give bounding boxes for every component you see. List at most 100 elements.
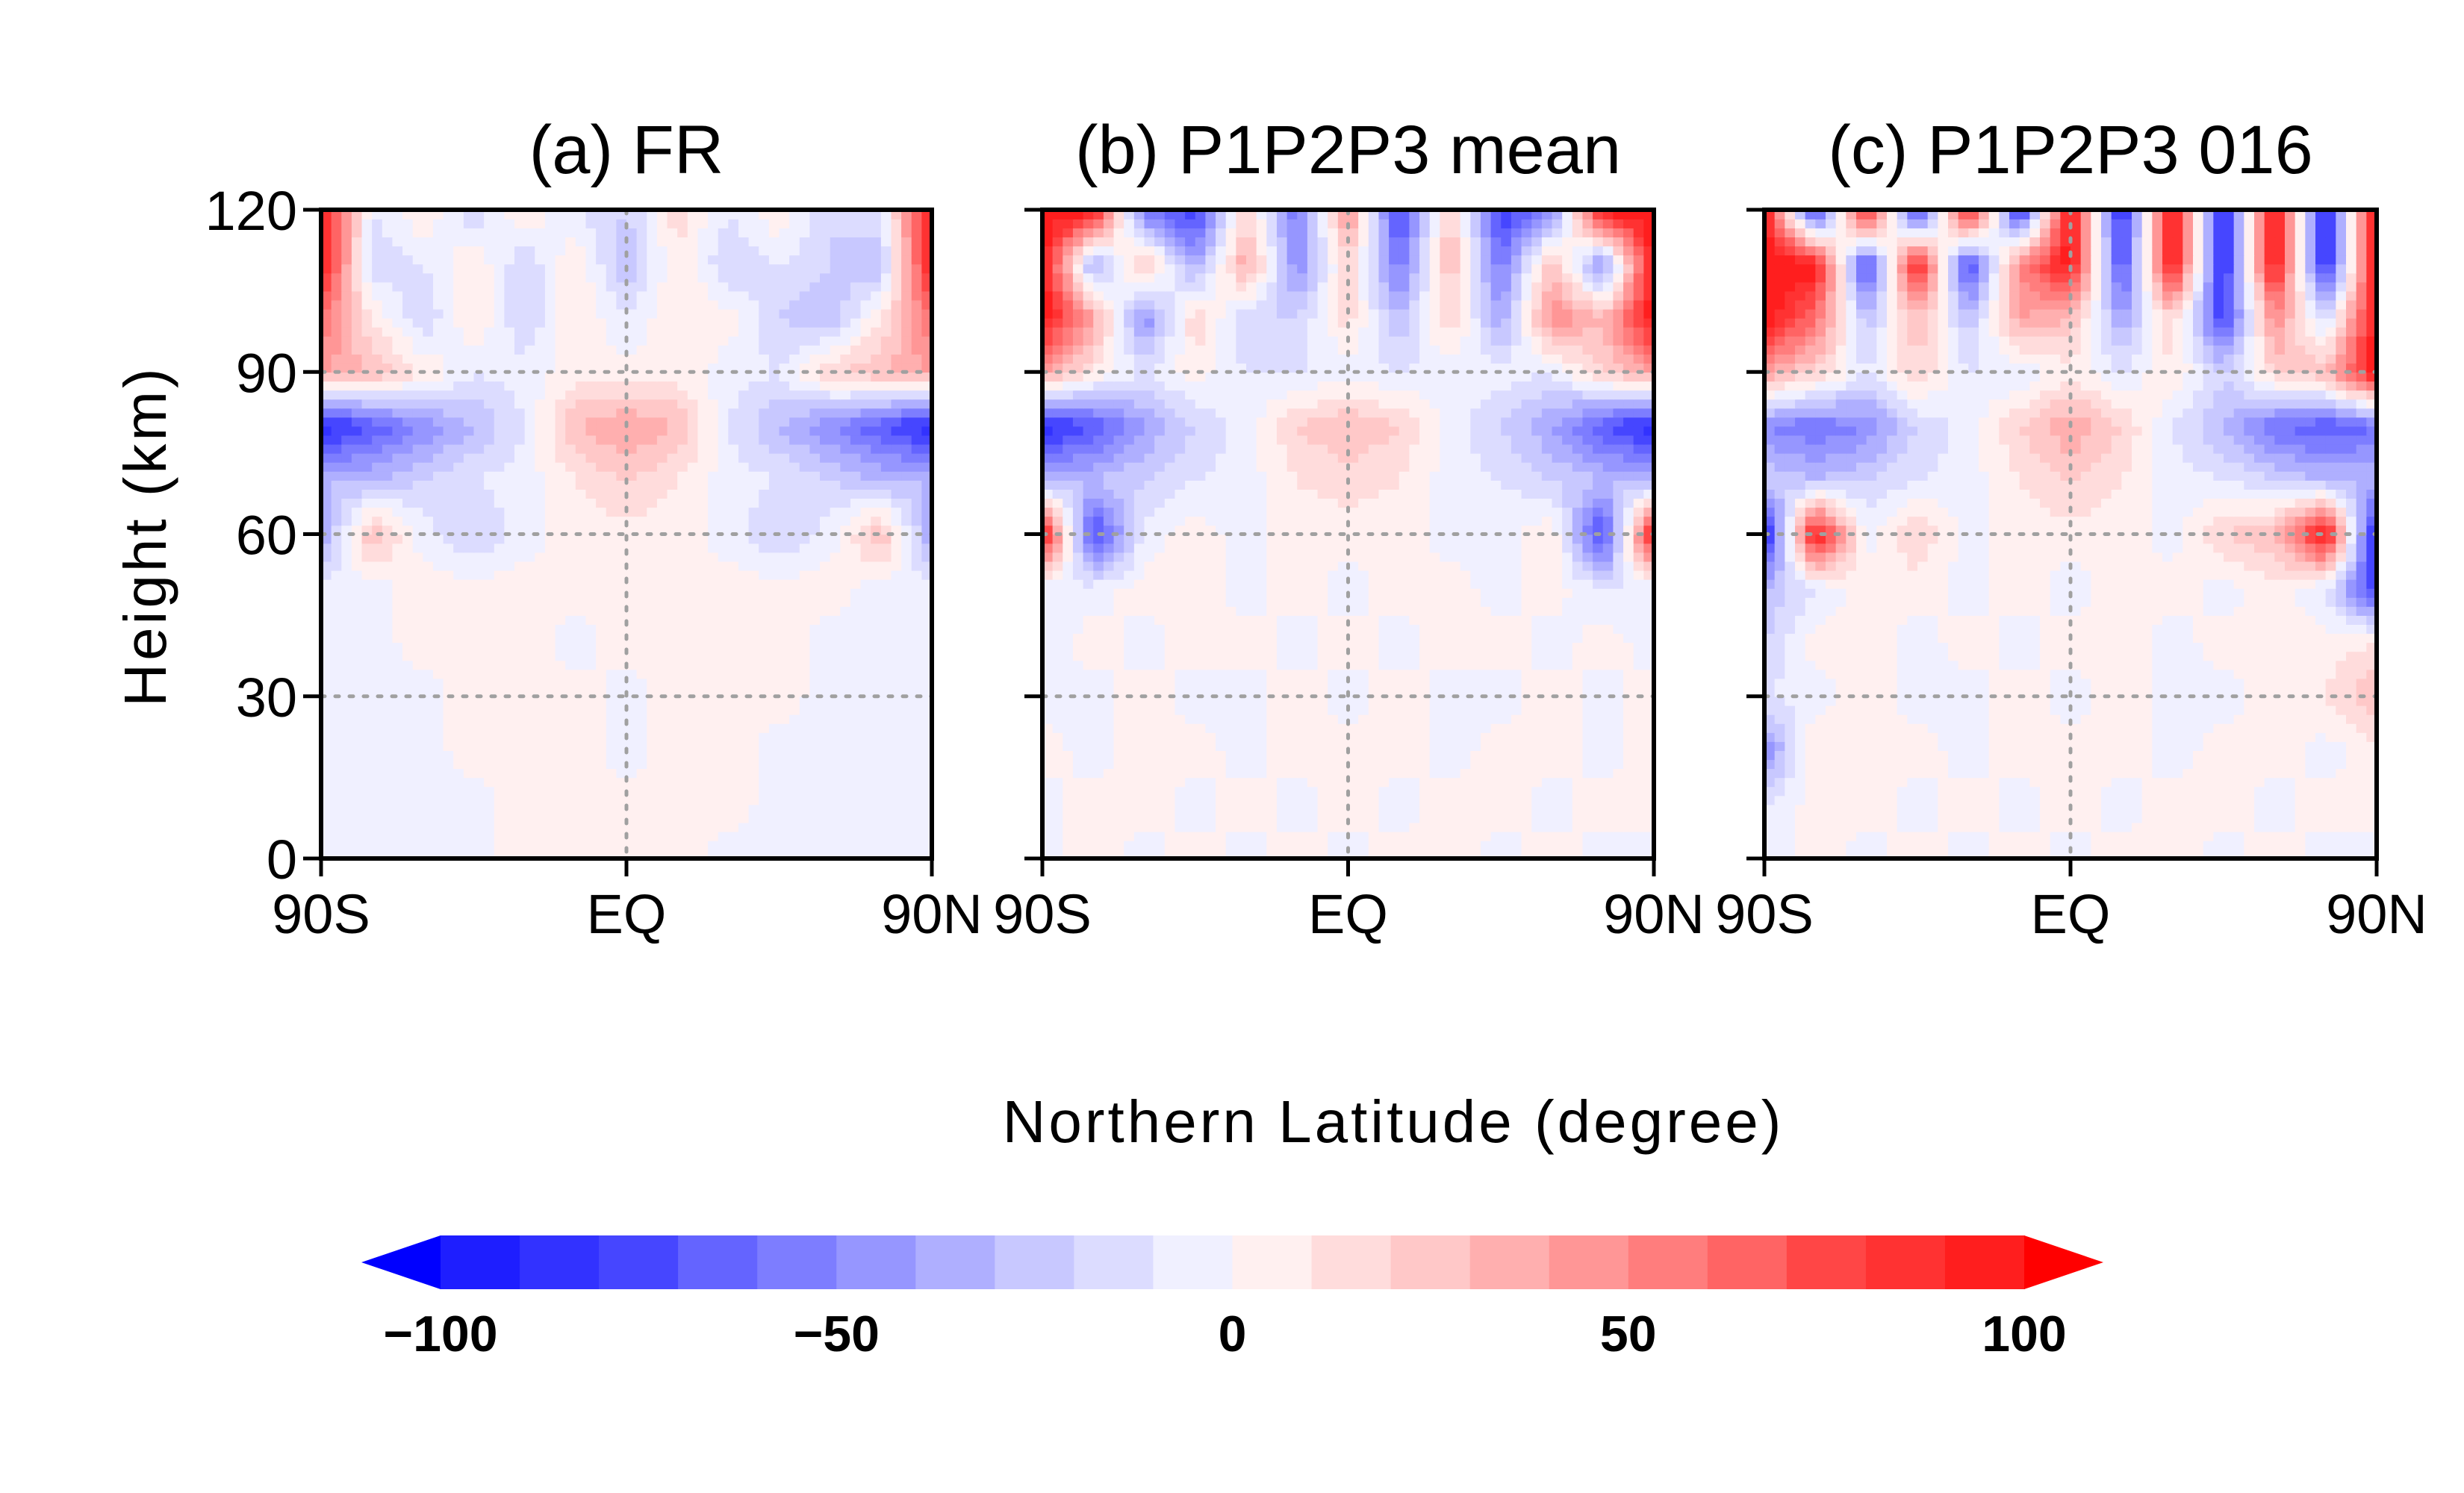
heatmap-cell (544, 443, 556, 454)
heatmap-cell (871, 399, 882, 409)
heatmap-cell (606, 705, 617, 715)
heatmap-cell (372, 795, 383, 805)
heatmap-cell (341, 714, 352, 724)
heatmap-cell (1470, 822, 1481, 832)
heatmap-cell (738, 399, 750, 409)
heatmap-cell (606, 624, 617, 635)
heatmap-cell (535, 543, 546, 553)
heatmap-cell (768, 777, 780, 788)
heatmap-cell (880, 471, 892, 481)
heatmap-cell (402, 290, 414, 301)
heatmap-cell (656, 750, 668, 761)
heatmap-cell (535, 281, 546, 292)
heatmap-cell (432, 660, 444, 670)
heatmap-cell (392, 768, 403, 779)
heatmap-cell (321, 326, 332, 337)
heatmap-cell (616, 615, 627, 625)
heatmap-cell (840, 660, 851, 670)
heatmap-cell (1063, 822, 1074, 832)
heatmap-cell (718, 543, 729, 553)
heatmap-cell (514, 552, 526, 562)
heatmap-cell (860, 552, 871, 562)
heatmap-cell (1378, 786, 1390, 797)
heatmap-cell (748, 417, 760, 427)
heatmap-cell (504, 786, 515, 797)
heatmap-cell (891, 390, 902, 400)
heatmap-cell (392, 443, 403, 454)
heatmap-cell (636, 741, 648, 751)
heatmap-cell (880, 299, 892, 310)
heatmap-cell (850, 660, 862, 670)
heatmap-cell (647, 759, 658, 770)
heatmap-cell (626, 255, 638, 265)
heatmap-cell (585, 372, 597, 382)
heatmap-cell (656, 660, 668, 670)
heatmap-cell (544, 480, 556, 490)
heatmap-cell (463, 443, 475, 454)
heatmap-cell (402, 507, 414, 517)
heatmap-cell (382, 552, 393, 562)
heatmap-cell (830, 840, 841, 850)
heatmap-cell (585, 237, 597, 247)
heatmap-cell (809, 633, 821, 643)
heatmap-cell (708, 255, 719, 265)
heatmap-cell (718, 399, 729, 409)
heatmap-cell (1623, 804, 1634, 814)
heatmap-cell (779, 606, 790, 616)
heatmap-cell (697, 596, 709, 607)
heatmap-cell (656, 831, 668, 841)
heatmap-cell (667, 461, 678, 472)
heatmap-cell (606, 552, 617, 562)
heatmap-cell (1531, 777, 1543, 788)
heatmap-cell (351, 372, 363, 382)
heatmap-cell (423, 714, 434, 724)
heatmap-cell (636, 579, 648, 589)
heatmap-cell (880, 678, 892, 688)
heatmap-cell (901, 660, 912, 670)
heatmap-cell (544, 452, 556, 463)
heatmap-cell (718, 606, 729, 616)
heatmap-cell (911, 570, 923, 580)
heatmap-cell (911, 831, 923, 841)
heatmap-cell (494, 237, 505, 247)
heatmap-cell (789, 317, 800, 328)
heatmap-cell (779, 390, 790, 400)
heatmap-cell (656, 561, 668, 571)
heatmap-cell (667, 381, 678, 391)
heatmap-cell (789, 705, 800, 715)
heatmap-cell (647, 354, 658, 364)
heatmap-cell (585, 561, 597, 571)
heatmap-cell (647, 570, 658, 580)
heatmap-cell (1205, 804, 1216, 814)
heatmap-cell (840, 723, 851, 733)
heatmap-cell (697, 281, 709, 292)
heatmap-cell (565, 417, 576, 427)
heatmap-cell (1164, 840, 1176, 850)
heatmap-cell (687, 579, 699, 589)
heatmap-cell (382, 687, 393, 697)
heatmap-cell (565, 705, 576, 715)
heatmap-cell (1521, 795, 1532, 805)
heatmap-cell (1328, 768, 1339, 779)
heatmap-cell (1602, 822, 1614, 832)
heatmap-cell (871, 669, 882, 679)
heatmap-cell (1175, 768, 1186, 779)
heatmap-cell (382, 534, 393, 544)
heatmap-cell (514, 660, 526, 670)
heatmap-cell (341, 786, 352, 797)
heatmap-cell (341, 399, 352, 409)
heatmap-cell (432, 317, 444, 328)
heatmap-cell (880, 669, 892, 679)
heatmap-cell (809, 696, 821, 706)
heatmap-cell (1307, 822, 1319, 832)
heatmap-cell (687, 750, 699, 761)
heatmap-cell (880, 426, 892, 436)
heatmap-cell (1052, 768, 1064, 779)
heatmap-cell (1164, 804, 1176, 814)
heatmap-cell (361, 804, 373, 814)
heatmap-cell (891, 696, 902, 706)
heatmap-cell (820, 246, 831, 256)
heatmap-cell (504, 642, 515, 652)
heatmap-cell (372, 480, 383, 490)
heatmap-cell (911, 299, 923, 310)
